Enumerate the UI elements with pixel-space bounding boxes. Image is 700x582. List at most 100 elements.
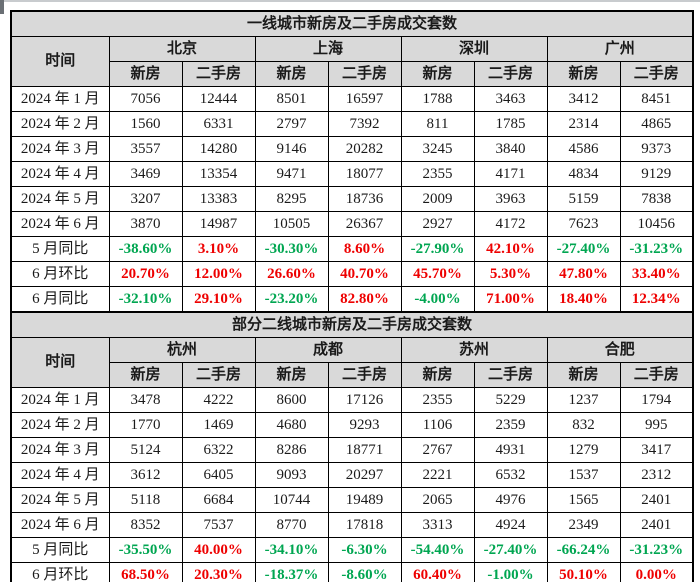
table-title-row: 一线城市新房及二手房成交套数 [10, 10, 694, 37]
transaction-count-cell: 18077 [327, 161, 402, 187]
transaction-count-cell: 6532 [473, 462, 548, 488]
second-tier-cities-table: 部分二线城市新房及二手房成交套数 时间 杭州 成都 苏州 合肥 新房 二手房 新房 二手房 新房 二手… [10, 311, 695, 582]
transaction-count-cell: 2065 [400, 487, 475, 513]
transaction-count-cell: 3412 [546, 86, 621, 112]
transaction-count-cell: 14280 [181, 136, 256, 162]
percentage-row: 6 月环比 20.70% 12.00% 26.60% 40.70% 45.70% 5.30%… [10, 261, 694, 287]
transaction-count-cell: 8501 [254, 86, 329, 112]
transaction-count-cell: 2355 [400, 387, 475, 413]
transaction-count-cell: 995 [619, 412, 694, 438]
percentage-row: 5 月同比 -35.50% 40.00% -34.10% -6.30% -54.40% -2… [10, 537, 694, 563]
second-hand-header: 二手房 [181, 61, 256, 87]
city-header: 杭州 [108, 337, 256, 363]
transaction-count-cell: 2355 [400, 161, 475, 187]
transaction-count-cell: 3840 [473, 136, 548, 162]
transaction-count-cell: 832 [546, 412, 621, 438]
transaction-count-cell: 1785 [473, 111, 548, 137]
percentage-cell: -30.30% [254, 236, 329, 262]
transaction-count-cell: 2767 [400, 437, 475, 463]
transaction-count-cell: 9293 [327, 412, 402, 438]
transaction-count-cell: 17818 [327, 512, 402, 538]
month-data-row: 2024 年 6 月 3870 14987 10505 26367 2927 4172 762… [10, 211, 694, 237]
transaction-count-cell: 4586 [546, 136, 621, 162]
city-header-row: 时间 北京 上海 深圳 广州 [10, 36, 694, 87]
new-home-header: 新房 [546, 61, 621, 87]
transaction-count-cell: 6405 [181, 462, 256, 488]
window-top-edge [0, 0, 700, 14]
transaction-count-cell: 2401 [619, 487, 694, 513]
percentage-cell: -31.23% [619, 236, 694, 262]
month-label: 2024 年 5 月 [10, 186, 110, 212]
transaction-count-cell: 2927 [400, 211, 475, 237]
time-column-header: 时间 [10, 36, 110, 87]
transaction-count-cell: 18736 [327, 186, 402, 212]
percentage-row: 5 月同比 -38.60% 3.10% -30.30% 8.60% -27.90% 42.1… [10, 236, 694, 262]
percentage-cell: 42.10% [473, 236, 548, 262]
transaction-count-cell: 3463 [473, 86, 548, 112]
month-label: 2024 年 5 月 [10, 487, 110, 513]
second-hand-header: 二手房 [473, 362, 548, 388]
percentage-row: 6 月同比 -32.10% 29.10% -23.20% 82.80% -4.00% 71.… [10, 286, 694, 313]
transaction-count-cell: 811 [400, 111, 475, 137]
city-header: 成都 [254, 337, 402, 363]
percentage-cell: -4.00% [400, 286, 475, 313]
percentage-cell: 60.40% [400, 562, 475, 582]
transaction-count-cell: 10456 [619, 211, 694, 237]
transaction-count-cell: 14987 [181, 211, 256, 237]
percentage-row: 6 月环比 68.50% 20.30% -18.37% -8.60% 60.40% -1.0… [10, 562, 694, 582]
month-label: 2024 年 2 月 [10, 412, 110, 438]
transaction-count-cell: 8286 [254, 437, 329, 463]
month-data-row: 2024 年 4 月 3612 6405 9093 20297 2221 6532 1537 2… [10, 462, 694, 488]
transaction-count-cell: 18771 [327, 437, 402, 463]
city-header: 广州 [546, 36, 694, 62]
second-hand-header: 二手房 [181, 362, 256, 388]
month-label: 2024 年 1 月 [10, 86, 110, 112]
transaction-count-cell: 2401 [619, 512, 694, 538]
transaction-count-cell: 9471 [254, 161, 329, 187]
percentage-cell: 50.10% [546, 562, 621, 582]
new-home-header: 新房 [546, 362, 621, 388]
month-data-row: 2024 年 2 月 1770 1469 4680 9293 1106 2359 832 995 [10, 412, 694, 438]
transaction-count-cell: 20297 [327, 462, 402, 488]
transaction-count-cell: 3417 [619, 437, 694, 463]
percentage-cell: -66.24% [546, 537, 621, 563]
percentage-cell: -54.40% [400, 537, 475, 563]
transaction-count-cell: 3313 [400, 512, 475, 538]
transaction-count-cell: 6684 [181, 487, 256, 513]
percentage-cell: -1.00% [473, 562, 548, 582]
city-header: 合肥 [546, 337, 694, 363]
transaction-count-cell: 3478 [108, 387, 183, 413]
transaction-count-cell: 3207 [108, 186, 183, 212]
transaction-count-cell: 4172 [473, 211, 548, 237]
new-home-header: 新房 [254, 362, 329, 388]
transaction-count-cell: 8352 [108, 512, 183, 538]
month-label: 2024 年 4 月 [10, 161, 110, 187]
percentage-cell: -27.40% [546, 236, 621, 262]
new-home-header: 新房 [400, 362, 475, 388]
percentage-cell: 71.00% [473, 286, 548, 313]
percentage-cell: 40.70% [327, 261, 402, 287]
transaction-count-cell: 9373 [619, 136, 694, 162]
month-data-row: 2024 年 4 月 3469 13354 9471 18077 2355 4171 4834… [10, 161, 694, 187]
transaction-count-cell: 2312 [619, 462, 694, 488]
subcolumn-header-row: 新房 二手房 新房 二手房 新房 二手房 新房 二手房 [11, 61, 694, 87]
transaction-count-cell: 13354 [181, 161, 256, 187]
month-label: 2024 年 2 月 [10, 111, 110, 137]
transaction-count-cell: 12444 [181, 86, 256, 112]
new-home-header: 新房 [254, 61, 329, 87]
percentage-cell: 33.40% [619, 261, 694, 287]
transaction-count-cell: 8770 [254, 512, 329, 538]
new-home-header: 新房 [108, 61, 183, 87]
subcolumn-header-row: 新房 二手房 新房 二手房 新房 二手房 新房 二手房 [11, 362, 694, 388]
percentage-cell: 40.00% [181, 537, 256, 563]
percentage-cell: 20.70% [108, 261, 183, 287]
month-label: 2024 年 6 月 [10, 512, 110, 538]
transaction-count-cell: 8600 [254, 387, 329, 413]
transaction-count-cell: 4931 [473, 437, 548, 463]
percentage-cell: 3.10% [181, 236, 256, 262]
transaction-count-cell: 4834 [546, 161, 621, 187]
transaction-count-cell: 6322 [181, 437, 256, 463]
transaction-count-cell: 7392 [327, 111, 402, 137]
transaction-count-cell: 3612 [108, 462, 183, 488]
